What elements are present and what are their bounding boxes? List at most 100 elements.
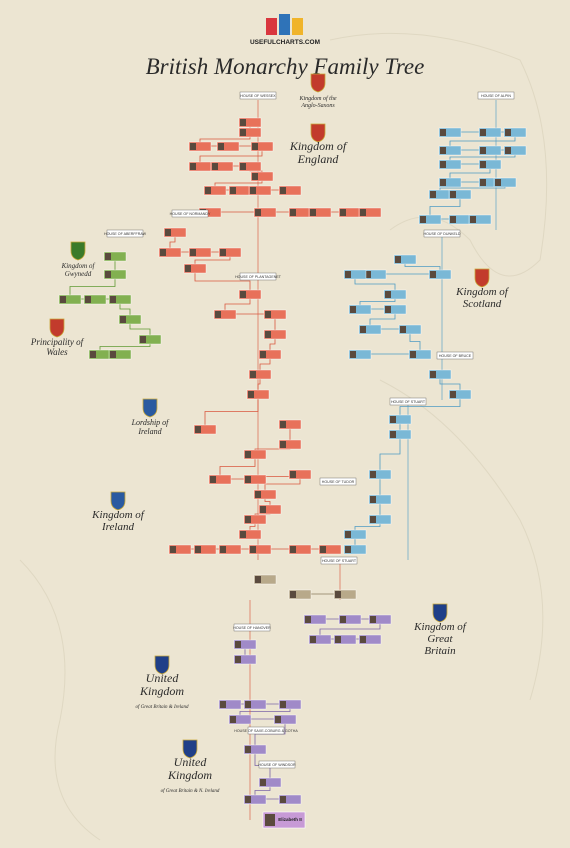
- portrait: [310, 636, 316, 643]
- region-label: Principality of: [30, 337, 85, 347]
- person-box: [333, 589, 357, 600]
- portrait: [110, 296, 116, 303]
- portrait: [250, 546, 256, 553]
- person-box: [438, 127, 462, 138]
- portrait: [245, 476, 251, 483]
- portrait: [195, 546, 201, 553]
- region-label: Great: [427, 633, 453, 645]
- region-emblem: [310, 123, 326, 143]
- person-box: [338, 614, 362, 625]
- portrait: [335, 636, 341, 643]
- person-box: [188, 247, 212, 258]
- portrait: [252, 173, 258, 180]
- region-label: of Great Britain & Ireland: [136, 705, 189, 710]
- portrait: [280, 441, 286, 448]
- person-boxes: [58, 117, 527, 805]
- person-box: [438, 177, 462, 188]
- portrait: [360, 326, 366, 333]
- person-box: [218, 699, 242, 710]
- house-label-box: [436, 351, 474, 360]
- portrait: [260, 351, 266, 358]
- portrait: [230, 187, 236, 194]
- person-box: [288, 544, 312, 555]
- person-box: [278, 419, 302, 430]
- portrait: [385, 306, 391, 313]
- portrait: [345, 546, 351, 553]
- person-box: [238, 529, 262, 540]
- house-label-box: [106, 229, 144, 238]
- house-label-box: [320, 556, 358, 565]
- region-label: of Great Britain & N. Ireland: [161, 789, 220, 794]
- person-box: [218, 247, 242, 258]
- portrait: [275, 716, 281, 723]
- portrait: [305, 616, 311, 623]
- portrait: [240, 291, 246, 298]
- region-emblem: [49, 318, 65, 338]
- person-box: [216, 141, 240, 152]
- portrait: [290, 209, 296, 216]
- portrait: [90, 351, 96, 358]
- house-label-box: [171, 209, 209, 218]
- region-label: Kingdom of the: [299, 95, 337, 102]
- portrait: [450, 191, 456, 198]
- map-outline: [379, 379, 544, 701]
- portrait: [430, 271, 436, 278]
- person-box: [278, 794, 302, 805]
- portrait: [390, 431, 396, 438]
- portrait: [360, 209, 366, 216]
- region-label: United: [174, 755, 208, 769]
- person-box: [83, 294, 107, 305]
- person-box: [246, 389, 270, 400]
- portrait: [290, 591, 296, 598]
- region-label: Gwynedd: [65, 270, 92, 278]
- portrait: [365, 271, 371, 278]
- portrait: [255, 576, 261, 583]
- logo-text: USEFULCHARTS.COM: [250, 39, 320, 46]
- person-box: [208, 474, 232, 485]
- house-label: House of Hanover: [233, 626, 271, 630]
- region-emblem: [142, 398, 158, 418]
- portrait: [360, 636, 366, 643]
- region-emblem: [474, 268, 490, 288]
- portrait: [245, 701, 251, 708]
- person-box: [233, 654, 257, 665]
- portrait: [240, 129, 246, 136]
- map-shading: [19, 32, 548, 841]
- house-label-box: [247, 726, 285, 735]
- person-box: [238, 127, 262, 138]
- portrait: [480, 147, 486, 154]
- portrait: [290, 546, 296, 553]
- person-box: [103, 269, 127, 280]
- map-outline: [19, 559, 101, 841]
- house-label-box: [319, 477, 357, 486]
- house-label: House of Aberffraw: [104, 232, 147, 236]
- person-box: [358, 634, 382, 645]
- person-box: [383, 304, 407, 315]
- person-box: [210, 161, 234, 172]
- person-box: [248, 369, 272, 380]
- portrait: [440, 179, 446, 186]
- person-box: [250, 141, 274, 152]
- portrait: [245, 516, 251, 523]
- person-box: [368, 494, 392, 505]
- region-label: Kingdom of: [61, 262, 96, 270]
- portrait: [185, 265, 191, 272]
- person-box: [238, 117, 262, 128]
- person-box: [393, 254, 417, 265]
- portrait: [420, 216, 426, 223]
- person-box: [183, 263, 207, 274]
- person-box: [388, 414, 412, 425]
- person-box: [343, 529, 367, 540]
- person-box: [343, 544, 367, 555]
- portrait: [320, 546, 326, 553]
- region-label: United: [146, 671, 180, 685]
- region-label: Scotland: [463, 298, 502, 310]
- region-label: Kingdom of: [91, 509, 146, 521]
- portrait: [120, 316, 126, 323]
- person-box: [303, 614, 327, 625]
- portrait: [350, 351, 356, 358]
- portrait: [280, 187, 286, 194]
- region-label: Britain: [424, 645, 456, 657]
- house-label: House of Wessex: [240, 94, 276, 98]
- portrait: [350, 306, 356, 313]
